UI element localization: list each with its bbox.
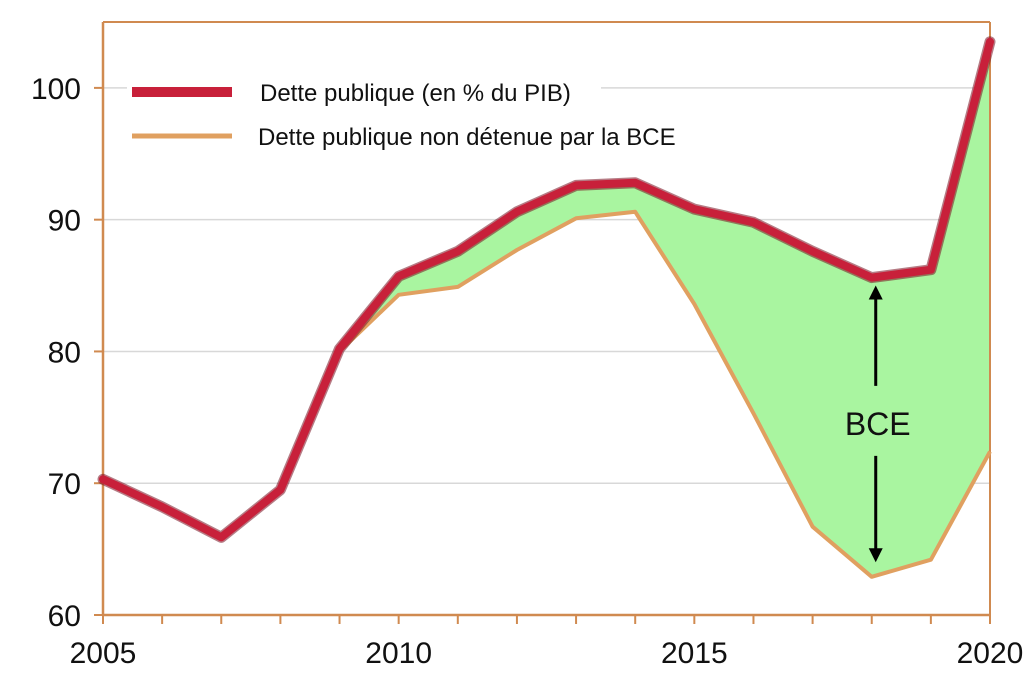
- annotation: BCE: [845, 285, 911, 563]
- legend-background: [127, 66, 601, 154]
- y-tick-label: 80: [48, 336, 81, 369]
- y-tick-label: 70: [48, 468, 81, 501]
- series-lines: [97, 36, 996, 579]
- series-line-public-debt: [99, 37, 994, 542]
- x-tick-label: 2020: [957, 637, 1024, 670]
- x-tick-label: 2005: [70, 637, 137, 670]
- y-tick-label: 100: [31, 73, 81, 106]
- annotation-label-bce: BCE: [845, 406, 911, 442]
- legend-label-public-debt: Dette publique (en % du PIB): [260, 80, 571, 107]
- legend: Dette publique (en % du PIB) Dette publiq…: [127, 66, 676, 154]
- axes: 60 70 80 90 100 2005 2010 2015 2020: [31, 21, 1024, 670]
- x-tick-label: 2015: [661, 637, 728, 670]
- bce-holdings-area: [339, 41, 990, 577]
- arrowhead-up-icon: [868, 285, 883, 300]
- x-tick-label: 2010: [365, 637, 432, 670]
- series-line-non-bce-debt: [338, 209, 992, 579]
- arrowhead-down-icon: [868, 548, 883, 563]
- y-tick-label: 90: [48, 205, 81, 238]
- legend-label-non-bce-debt: Dette publique non détenue par la BCE: [258, 124, 676, 151]
- y-tick-label: 60: [48, 600, 81, 633]
